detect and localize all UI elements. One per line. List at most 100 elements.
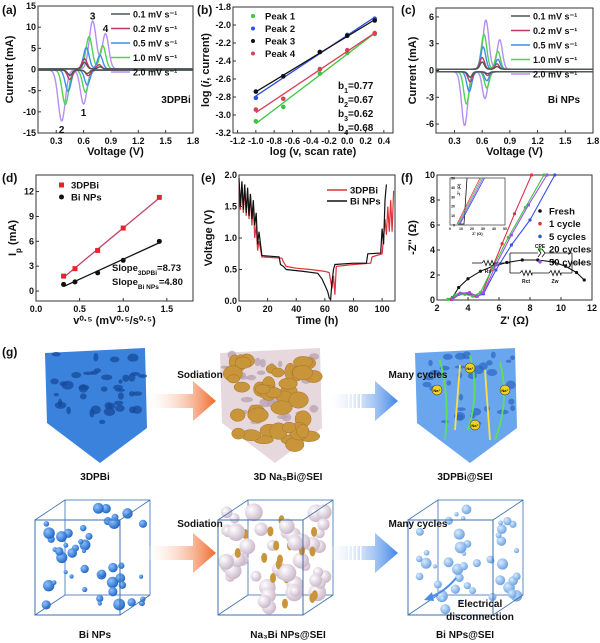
label-part: =0.68 (348, 123, 374, 134)
y-tick-label: -2.0 (215, 20, 231, 30)
data-point (372, 30, 378, 36)
y-tick-label: 5 (31, 43, 36, 53)
data-point (253, 107, 259, 112)
na3bi-grain (282, 421, 297, 433)
na3bi-grain (270, 400, 293, 415)
legend-label: 2.0 mV s⁻¹ (533, 70, 577, 80)
x-tick-label: -0.2 (321, 136, 337, 146)
cube-edge (119, 499, 151, 521)
inset-frame (449, 177, 506, 226)
particle (496, 558, 509, 570)
label-part: b (338, 109, 344, 120)
cube-edge (217, 594, 249, 616)
y-tick-label: -2.4 (215, 56, 231, 66)
pore (467, 372, 477, 380)
legend-label: 3DPBi (71, 181, 99, 192)
y-tick-label: 8 (430, 195, 435, 205)
cube-front-face (407, 519, 494, 616)
particle (458, 599, 463, 604)
data-point (450, 297, 455, 301)
x-axis-label: Time (h) (296, 315, 339, 327)
bi-nps-image (34, 499, 151, 616)
structure-label: 3D Na₃Bi@SEI (254, 472, 323, 483)
na3bi-core (281, 598, 288, 609)
data-point (458, 291, 462, 295)
electrical-disconnection-label: disconnection (446, 612, 514, 623)
rs-label: Rs (485, 269, 492, 275)
pore (505, 359, 512, 363)
particle (309, 573, 323, 587)
particle (461, 504, 472, 515)
na3bi-grain (231, 427, 246, 440)
particle (278, 518, 295, 535)
x-tick-label: 80 (348, 304, 358, 314)
arrow-stripe (348, 546, 350, 560)
cycling-arrow (330, 533, 398, 573)
particle (423, 549, 430, 556)
na-ion-icon (469, 419, 481, 431)
cube-front-face (34, 519, 121, 616)
rs-resistor (481, 259, 495, 267)
y-tick-label: -5 (28, 86, 36, 96)
particle (80, 564, 89, 574)
particle (41, 600, 51, 610)
na3bi-core (234, 548, 241, 559)
data-point (481, 290, 486, 295)
cube-body (415, 348, 517, 463)
pore (128, 391, 135, 397)
legend-label: Peak 3 (265, 37, 295, 48)
data-point (372, 18, 378, 23)
pore (259, 358, 266, 368)
x-tick-label: 1.2 (531, 136, 544, 146)
pore (486, 360, 493, 366)
log-fit-panel-b: -1.2 -1.0 -0.8 -0.6 -0.4 -0.2 0.0 0.2 0.4 -3.2 -3.… (197, 2, 394, 158)
particle (55, 547, 64, 556)
data-point (512, 212, 517, 216)
voltage-curve (238, 178, 387, 302)
voltage-profile-panel-e: 0 20 40 60 80 100 0.0 0.5 1.0 1.5 2.0 Time (h) Volta… (201, 170, 396, 327)
particle (69, 574, 74, 579)
y-tick-label: -2.6 (215, 74, 231, 84)
inset-curve (457, 177, 482, 225)
x-tick-label: 0.3 (448, 136, 461, 146)
pore (441, 420, 449, 424)
x-tick-label: 1.0 (117, 304, 130, 314)
arrow-stripe (352, 546, 354, 560)
na3bi-core (270, 573, 277, 584)
na3bi-grain (271, 367, 285, 378)
particle (432, 564, 438, 569)
nyquist-fit-line (452, 259, 585, 298)
sodiation-arrow (148, 381, 216, 421)
x-tick-label: 1.8 (187, 136, 200, 146)
pore (90, 405, 101, 415)
legend-label: 50 cycles (549, 257, 591, 268)
pore (130, 372, 140, 376)
particle (98, 569, 106, 578)
slope-annotation: Slope3DPBi=8.73 (112, 263, 181, 277)
slope-annotation: SlopeBi NPs=4.80 (112, 277, 183, 291)
arrow-stripe (356, 546, 358, 560)
legend-marker (59, 194, 64, 200)
y-tick-label: 4 (430, 245, 435, 255)
legend-marker (251, 39, 255, 43)
x-tick-label: -0.4 (303, 136, 319, 146)
data-point (95, 270, 101, 276)
label-part: b (338, 123, 344, 134)
arrow-stripe (356, 394, 358, 408)
x-tick-label: 1.8 (587, 136, 600, 146)
structure-label: Bi NPs@SEI (436, 630, 494, 641)
na3bi-grain (227, 374, 240, 384)
fit-line (63, 197, 160, 279)
pore (58, 398, 63, 408)
data-point (551, 260, 555, 264)
pore (71, 371, 82, 379)
pore (138, 374, 148, 378)
panel-label: (a) (2, 3, 17, 17)
label-part: (mA) (7, 220, 19, 248)
y-axis-label: Voltage (V) (203, 209, 215, 266)
pore (50, 378, 59, 385)
cube-edge (34, 499, 66, 521)
x-tick-label: 1.2 (132, 136, 145, 146)
data-point (446, 297, 450, 301)
porous-bi-3dpbi-image (45, 348, 148, 463)
